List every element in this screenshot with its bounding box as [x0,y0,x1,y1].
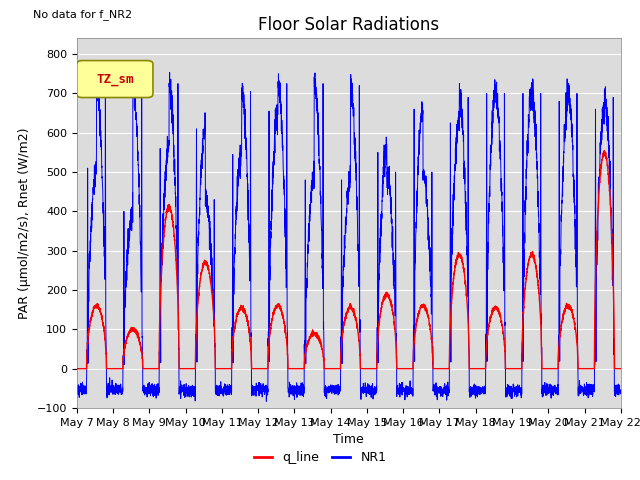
FancyBboxPatch shape [77,60,153,97]
Y-axis label: PAR (μmol/m2/s), Rnet (W/m2): PAR (μmol/m2/s), Rnet (W/m2) [18,128,31,319]
Title: Floor Solar Radiations: Floor Solar Radiations [258,16,440,34]
Legend: q_line, NR1: q_line, NR1 [248,446,392,469]
Text: No data for f_NR2: No data for f_NR2 [33,9,132,20]
X-axis label: Time: Time [333,433,364,446]
Text: TZ_sm: TZ_sm [96,72,134,85]
